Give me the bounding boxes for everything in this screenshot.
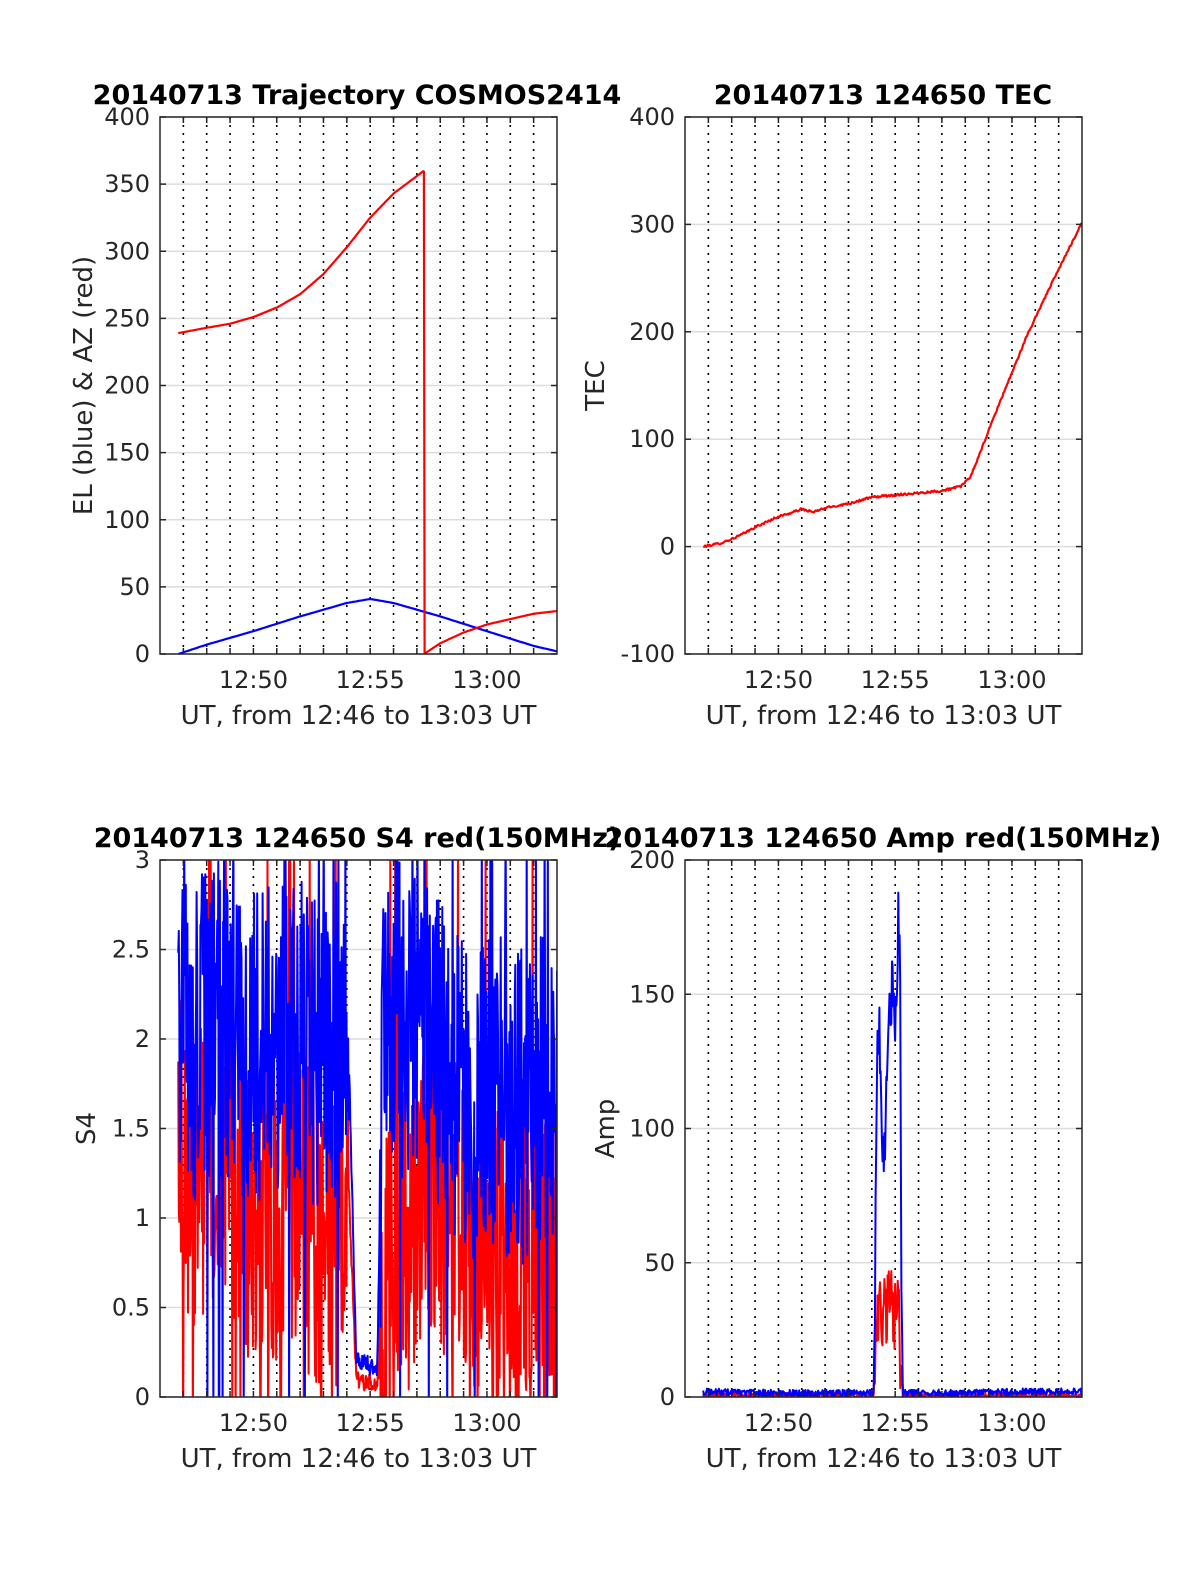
series-line-1: [702, 222, 1082, 549]
x-tick-label: 12:50: [219, 1409, 288, 1437]
subplot-title: 20140713 Trajectory COSMOS2414: [93, 80, 622, 111]
x-tick-label: 12:55: [861, 1409, 930, 1437]
y-tick-label: 350: [104, 170, 150, 198]
y-axis-label: EL (blue) & AZ (red): [69, 256, 99, 515]
series-group: [177, 860, 557, 1397]
series-line-1: [177, 598, 557, 654]
y-tick-label: 50: [644, 1249, 675, 1277]
y-axis-label: S4: [72, 1112, 102, 1145]
y-tick-label: 0: [135, 640, 150, 668]
series-line-3: [422, 170, 557, 654]
y-tick-label: 200: [629, 846, 675, 874]
y-tick-label: 2: [135, 1025, 150, 1053]
x-tick-label: 13:00: [452, 666, 521, 694]
subplot-title: 20140713 124650 TEC: [714, 80, 1053, 111]
x-tick-label: 12:50: [744, 1409, 813, 1437]
y-tick-label: 300: [629, 210, 675, 238]
y-tick-label: 150: [629, 980, 675, 1008]
y-tick-label: 100: [629, 425, 675, 453]
series-group: [702, 222, 1082, 549]
y-tick-label: 1: [135, 1204, 150, 1232]
x-axis-label: UT, from 12:46 to 13:03 UT: [181, 1444, 537, 1474]
series-line-2: [177, 860, 557, 1397]
y-tick-label: 150: [104, 439, 150, 467]
y-tick-label: 0: [660, 1383, 675, 1411]
y-axis-label: TEC: [581, 360, 611, 411]
y-tick-label: 3: [135, 846, 150, 874]
series-line-2: [702, 891, 1082, 1397]
y-tick-label: 400: [629, 103, 675, 131]
series-group: [702, 891, 1082, 1397]
subplot-title: 20140713 124650 Amp red(150MHz): [605, 823, 1162, 854]
y-tick-label: 0.5: [112, 1294, 150, 1322]
y-tick-label: 100: [629, 1115, 675, 1143]
subplot-1: 0 50 100 150 200 250 300 350 400 12:50 12:55 13:00 U…: [69, 80, 621, 731]
y-tick-label: 300: [104, 237, 150, 265]
x-axis-label: UT, from 12:46 to 13:03 UT: [706, 1444, 1062, 1474]
y-tick-label: 0: [660, 533, 675, 561]
x-tick-label: 12:50: [744, 666, 813, 694]
x-tick-label: 13:00: [452, 1409, 521, 1437]
x-tick-label: 12:55: [336, 666, 405, 694]
x-axis-label: UT, from 12:46 to 13:03 UT: [181, 701, 537, 731]
y-tick-label: 200: [629, 318, 675, 346]
y-tick-label: 50: [119, 573, 150, 601]
subplot-4: 0 50 100 150 200 12:50 12:55 13:00 UT, from 12:4…: [591, 823, 1161, 1474]
subplot-2: -100 0 100 200 300 400 12:50 12:55 13:00 UT, from…: [581, 80, 1083, 731]
y-tick-label: 100: [104, 506, 150, 534]
y-tick-label: -100: [621, 640, 675, 668]
y-axis-label: Amp: [591, 1099, 621, 1159]
y-tick-label: 0: [135, 1383, 150, 1411]
y-tick-label: 250: [104, 304, 150, 332]
y-tick-label: 400: [104, 103, 150, 131]
x-tick-label: 12:55: [336, 1409, 405, 1437]
x-tick-label: 13:00: [977, 666, 1046, 694]
x-tick-label: 12:50: [219, 666, 288, 694]
y-tick-label: 1.5: [112, 1115, 150, 1143]
plot-area: [685, 117, 1082, 654]
series-group: [177, 169, 557, 654]
axes-box: [684, 116, 1083, 655]
x-tick-label: 12:55: [861, 666, 930, 694]
series-line-2: [178, 169, 425, 335]
y-tick-label: 2.5: [112, 936, 150, 964]
subplot-3: 0 0.5 1 1.5 2 2.5 3 12:50 12:55 13:00 UT, from 12:…: [72, 823, 620, 1474]
subplot-title: 20140713 124650 S4 red(150MHz): [94, 823, 621, 854]
x-tick-label: 13:00: [977, 1409, 1046, 1437]
x-axis-label: UT, from 12:46 to 13:03 UT: [706, 701, 1062, 731]
y-tick-label: 200: [104, 372, 150, 400]
